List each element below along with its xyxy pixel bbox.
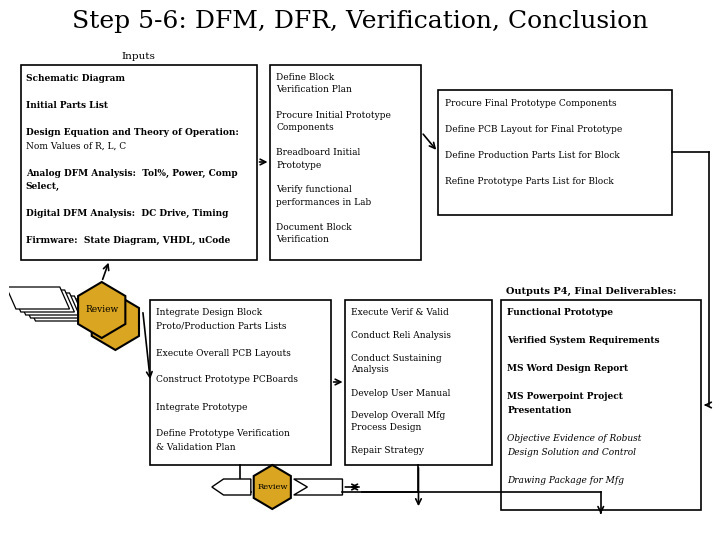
Text: Initial Parts List: Initial Parts List (26, 101, 108, 110)
Text: & Validation Plan: & Validation Plan (156, 443, 236, 452)
Text: Review: Review (85, 306, 118, 314)
Bar (21, 65, 257, 260)
Text: Review: Review (257, 483, 287, 491)
Text: Outputs P4, Final Deliverables:: Outputs P4, Final Deliverables: (506, 287, 677, 296)
Text: Verification Plan: Verification Plan (276, 85, 352, 94)
Text: Define Block: Define Block (276, 73, 334, 82)
Polygon shape (91, 294, 139, 350)
Text: Define Production Parts List for Block: Define Production Parts List for Block (445, 151, 619, 160)
Bar (346, 300, 492, 465)
Text: Design Solution and Control: Design Solution and Control (507, 448, 636, 457)
Polygon shape (294, 479, 343, 495)
Text: Define Prototype Verification: Define Prototype Verification (156, 429, 290, 438)
Text: Digital DFM Analysis:  DC Drive, Timing: Digital DFM Analysis: DC Drive, Timing (26, 209, 228, 218)
Polygon shape (6, 287, 70, 309)
Text: Repair Strategy: Repair Strategy (351, 446, 424, 455)
Text: Select,: Select, (26, 182, 60, 191)
Text: Firmware:  State Diagram, VHDL, uCode: Firmware: State Diagram, VHDL, uCode (26, 236, 230, 245)
Text: Document Block: Document Block (276, 223, 352, 232)
Polygon shape (212, 479, 251, 495)
Text: Verification: Verification (276, 235, 329, 245)
Polygon shape (21, 296, 84, 318)
Text: Presentation: Presentation (507, 406, 572, 415)
Bar (438, 90, 672, 215)
Text: Design Equation and Theory of Operation:: Design Equation and Theory of Operation: (26, 128, 238, 137)
Text: MS Powerpoint Project: MS Powerpoint Project (507, 392, 623, 401)
Text: Breadboard Initial: Breadboard Initial (276, 148, 361, 157)
Text: Conduct Reli Analysis: Conduct Reli Analysis (351, 331, 451, 340)
Text: Components: Components (276, 123, 334, 132)
Text: Functional Prototype: Functional Prototype (507, 308, 613, 317)
Text: Process Design: Process Design (351, 423, 422, 432)
Text: Construct Prototype PCBoards: Construct Prototype PCBoards (156, 375, 298, 384)
Polygon shape (16, 293, 79, 315)
Polygon shape (78, 282, 125, 338)
Text: Objective Evidence of Robust: Objective Evidence of Robust (507, 434, 642, 443)
Polygon shape (11, 290, 74, 312)
Text: Refine Prototype Parts List for Block: Refine Prototype Parts List for Block (445, 177, 613, 186)
Polygon shape (26, 299, 89, 321)
Bar (150, 300, 330, 465)
Text: performances in Lab: performances in Lab (276, 198, 372, 207)
Text: Schematic Diagram: Schematic Diagram (26, 74, 125, 83)
Text: Execute Verif & Valid: Execute Verif & Valid (351, 308, 449, 317)
Text: Integrate Prototype: Integrate Prototype (156, 402, 248, 411)
Text: Inputs: Inputs (122, 52, 156, 61)
Bar (501, 300, 701, 510)
Text: MS Word Design Report: MS Word Design Report (507, 364, 629, 373)
Text: Execute Overall PCB Layouts: Execute Overall PCB Layouts (156, 348, 291, 357)
Text: Develop Overall Mfg: Develop Overall Mfg (351, 411, 446, 421)
Text: Prototype: Prototype (276, 160, 321, 170)
Polygon shape (253, 465, 291, 509)
Bar (270, 65, 421, 260)
Text: Analog DFM Analysis:  Tol%, Power, Comp: Analog DFM Analysis: Tol%, Power, Comp (26, 168, 238, 178)
Text: Analysis: Analysis (351, 366, 389, 375)
Text: Step 5-6: DFM, DFR, Verification, Conclusion: Step 5-6: DFM, DFR, Verification, Conclu… (72, 10, 648, 33)
Text: Procure Final Prototype Components: Procure Final Prototype Components (445, 99, 616, 108)
Text: Define PCB Layout for Final Prototype: Define PCB Layout for Final Prototype (445, 125, 622, 134)
Text: Integrate Design Block: Integrate Design Block (156, 308, 262, 317)
Text: Nom Values of R, L, C: Nom Values of R, L, C (26, 141, 126, 151)
Text: Verify functional: Verify functional (276, 186, 352, 194)
Text: Procure Initial Prototype: Procure Initial Prototype (276, 111, 391, 119)
Text: Drawing Package for Mfg: Drawing Package for Mfg (507, 476, 624, 485)
Text: Develop User Manual: Develop User Manual (351, 388, 451, 397)
Text: Conduct Sustaining: Conduct Sustaining (351, 354, 442, 363)
Text: Verified System Requirements: Verified System Requirements (507, 336, 660, 345)
Text: Proto/Production Parts Lists: Proto/Production Parts Lists (156, 321, 287, 330)
